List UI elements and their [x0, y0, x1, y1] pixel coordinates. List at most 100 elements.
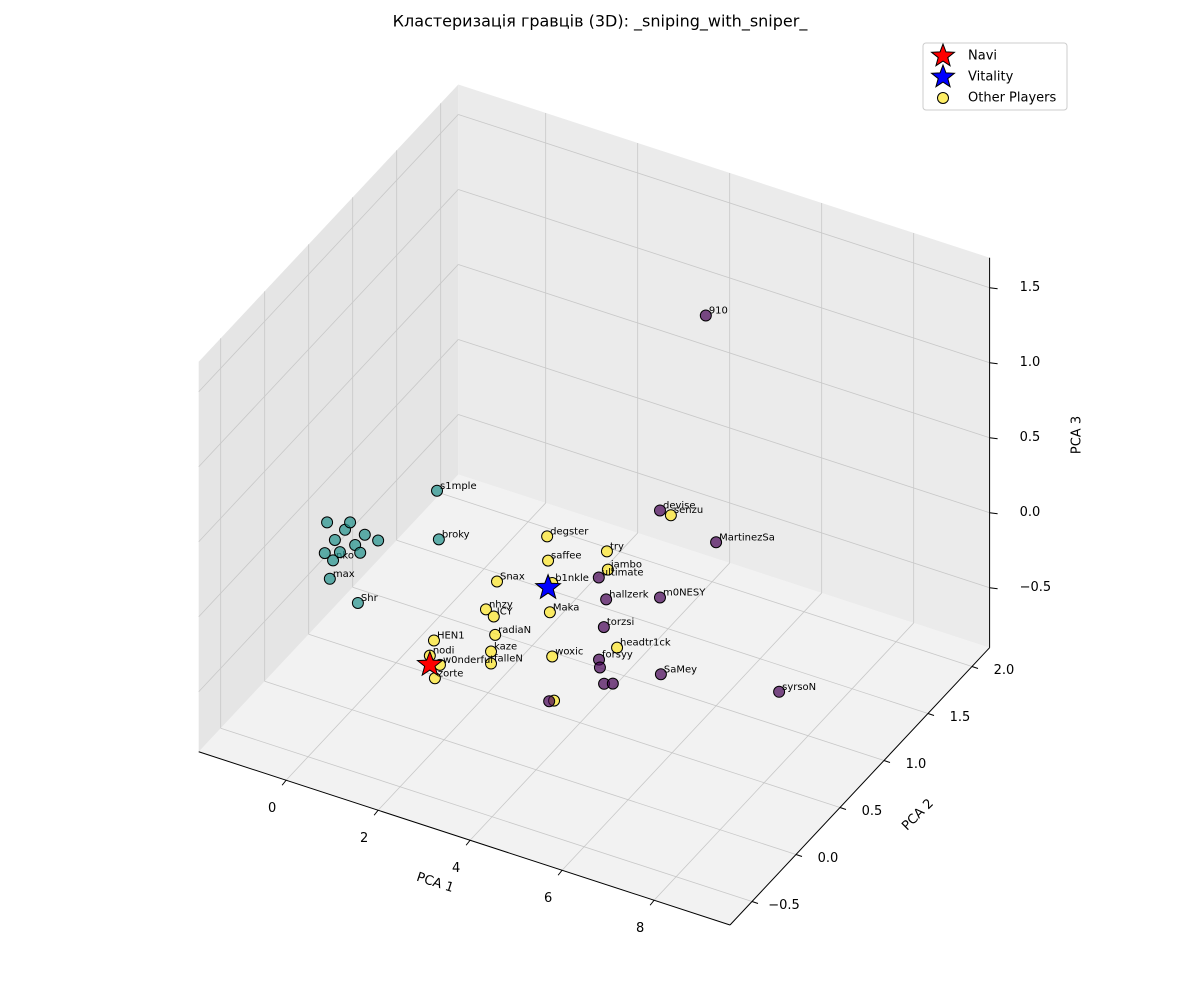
y-tick-label: 2.0 — [994, 663, 1015, 678]
point-label: Snax — [500, 572, 525, 583]
point-label: nodi — [433, 646, 455, 657]
point-label: HEN1 — [437, 630, 465, 641]
point-label: broky — [442, 529, 470, 540]
point-label: ultimate — [602, 568, 644, 579]
y-tick-label: 1.0 — [906, 757, 927, 772]
x-tick-label: 8 — [636, 921, 644, 936]
star-marker — [534, 573, 562, 600]
point — [653, 591, 666, 604]
x-tick — [373, 809, 379, 816]
z-tick — [989, 362, 998, 365]
star-marker — [416, 650, 444, 677]
point — [542, 554, 555, 567]
x-tick — [649, 899, 655, 906]
point-label: senzu — [674, 505, 703, 516]
point — [600, 593, 613, 606]
point — [664, 509, 677, 522]
point — [699, 309, 712, 322]
point — [546, 650, 559, 663]
point-label: woxic — [555, 647, 583, 658]
point — [543, 695, 556, 708]
point — [344, 516, 357, 529]
point-label: forsyy — [602, 650, 633, 661]
x-tick-label: 0 — [268, 801, 276, 816]
x-tick-label: 6 — [544, 891, 552, 906]
back-pane — [458, 84, 990, 648]
point-label: headtr1ck — [620, 638, 671, 649]
point — [654, 668, 667, 681]
point — [321, 516, 334, 529]
point-label: SaMey — [664, 664, 697, 675]
z-tick-label: 1.5 — [1020, 280, 1041, 295]
z-tick-label: −0.5 — [1020, 580, 1052, 595]
y-tick-label: 0.0 — [818, 851, 839, 866]
point — [372, 534, 385, 547]
point-label: s1mple — [440, 481, 477, 492]
grid-line — [561, 592, 822, 871]
grid-line — [352, 586, 885, 761]
y-tick — [927, 713, 935, 716]
grid-line — [285, 502, 546, 781]
point-label: Shr — [361, 593, 379, 604]
grid-line — [458, 339, 990, 514]
point — [431, 484, 444, 497]
legend-label: Vitality — [968, 70, 1014, 85]
x-tick — [281, 779, 287, 786]
grid-line — [458, 114, 990, 289]
point — [611, 641, 624, 654]
z-tick — [989, 437, 998, 440]
grid-line — [458, 264, 990, 439]
y-tick — [751, 901, 759, 904]
point — [479, 603, 492, 616]
point — [653, 504, 666, 517]
point — [489, 628, 502, 641]
point — [432, 533, 445, 546]
y-tick — [971, 666, 979, 669]
point-label: b1nkle — [555, 573, 589, 584]
point-label: nko — [336, 550, 354, 561]
point-label: MartinezSa — [719, 532, 775, 543]
point — [773, 685, 786, 698]
z-tick-label: 0.5 — [1020, 430, 1041, 445]
point-label: radiaN — [498, 625, 531, 636]
side-pane — [198, 84, 459, 752]
floor-pane — [198, 474, 990, 925]
point-label: torzsi — [607, 617, 634, 628]
point — [358, 528, 371, 541]
grid-line — [458, 189, 990, 364]
point — [351, 596, 364, 609]
point-label: hallzerk — [609, 589, 649, 600]
point — [593, 661, 606, 674]
grid-line — [469, 562, 730, 841]
z-tick — [989, 287, 998, 290]
point — [485, 657, 498, 670]
point-label: ICY — [497, 606, 514, 617]
grid-line — [198, 114, 459, 393]
grid-line — [458, 414, 990, 589]
grid-line — [198, 264, 459, 543]
y-tick-label: −0.5 — [768, 898, 800, 913]
point-label: Maka — [553, 602, 580, 613]
point-label: zorte — [438, 668, 464, 679]
point — [597, 621, 610, 634]
grid-line — [198, 189, 459, 468]
grid-line — [264, 680, 797, 855]
z-axis-label: PCA 3 — [1070, 416, 1085, 454]
point — [323, 572, 336, 585]
point — [427, 634, 440, 647]
point — [600, 545, 613, 558]
point — [606, 677, 619, 690]
x-tick — [465, 839, 471, 846]
y-tick — [795, 854, 803, 857]
y-tick-label: 1.5 — [950, 710, 971, 725]
y-tick-label: 0.5 — [862, 804, 883, 819]
point — [318, 547, 331, 560]
point-label: degster — [550, 526, 589, 537]
point — [327, 554, 340, 567]
point — [333, 546, 346, 559]
point — [543, 606, 556, 619]
point — [487, 610, 500, 623]
point-label: max — [333, 569, 355, 580]
y-tick — [883, 760, 891, 763]
